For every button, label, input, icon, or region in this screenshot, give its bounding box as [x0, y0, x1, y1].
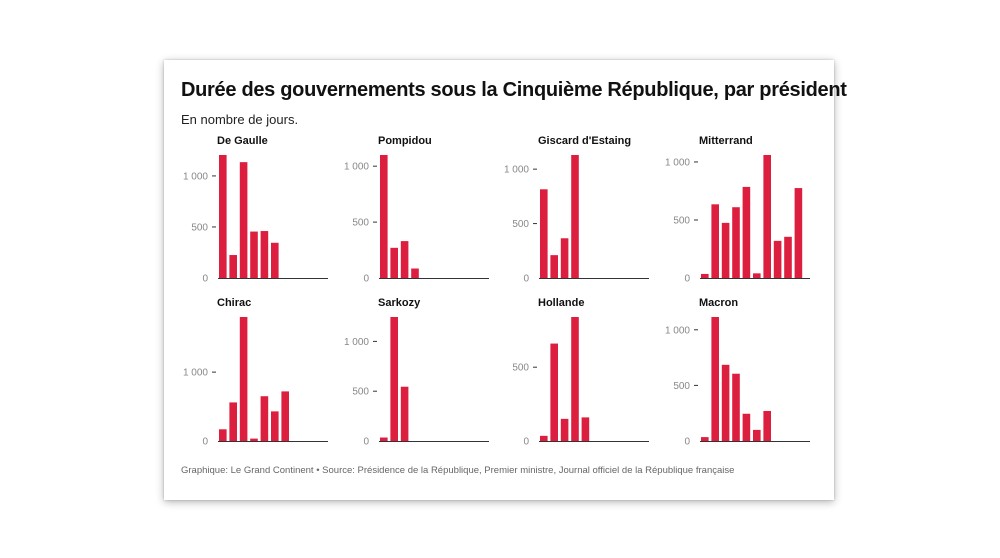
y-tick-label: 0	[523, 437, 529, 448]
panel-title: Chirac	[217, 297, 251, 309]
bar	[721, 364, 730, 441]
bar	[411, 268, 419, 278]
panel-giscard-d-estaing: Giscard d'Estaing 0 500 1 000	[504, 135, 649, 285]
y-tick-label: 0	[684, 437, 690, 448]
bar	[281, 391, 289, 441]
bar	[271, 411, 279, 441]
y-tick-label: 500	[191, 222, 208, 233]
panel-title: De Gaulle	[217, 135, 268, 147]
bar	[763, 155, 771, 278]
panel-de-gaulle: De Gaulle 0 500 1 000	[183, 135, 328, 285]
bar	[794, 188, 803, 278]
bar	[701, 437, 709, 441]
y-tick-label: 0	[363, 274, 369, 285]
y-tick-label: 0	[684, 274, 690, 285]
y-tick-label: 500	[673, 381, 690, 392]
bar	[390, 317, 398, 441]
panel-pompidou: Pompidou 0 500 1 000	[344, 135, 489, 285]
bar	[742, 186, 751, 278]
bar	[229, 255, 237, 278]
y-tick-label: 1 000	[183, 171, 208, 182]
bar	[701, 273, 709, 278]
panel-title: Pompidou	[378, 135, 432, 147]
bar	[753, 273, 761, 278]
panel-title: Sarkozy	[378, 297, 421, 309]
bar	[571, 317, 579, 441]
bar	[260, 231, 269, 278]
bar	[581, 417, 590, 441]
bar	[250, 438, 258, 441]
bar	[260, 396, 269, 441]
y-tick-label: 500	[352, 218, 369, 229]
bar	[773, 240, 782, 278]
bar	[239, 317, 248, 441]
bar	[711, 317, 719, 441]
panel-hollande: Hollande 0 500	[512, 297, 649, 448]
bar	[219, 155, 227, 278]
y-tick-label: 1 000	[344, 162, 369, 173]
bar	[711, 204, 719, 278]
bar	[239, 162, 248, 278]
bar	[560, 238, 569, 278]
bar	[271, 242, 279, 278]
panel-title: Macron	[699, 297, 738, 309]
y-tick-label: 1 000	[183, 368, 208, 379]
bar	[540, 189, 548, 278]
bar	[400, 386, 409, 441]
chart-card: Durée des gouvernements sous la Cinquièm…	[164, 60, 847, 500]
y-tick-label: 1 000	[665, 325, 690, 336]
y-tick-label: 0	[523, 274, 529, 285]
chart-title: Durée des gouvernements sous la Cinquièm…	[181, 79, 847, 101]
bar	[550, 255, 558, 278]
y-tick-label: 1 000	[344, 337, 369, 348]
bar	[753, 429, 761, 441]
y-tick-label: 1 000	[665, 157, 690, 168]
bar	[571, 155, 579, 278]
bar	[540, 435, 548, 441]
bar	[390, 247, 398, 278]
y-tick-label: 0	[363, 437, 369, 448]
bar	[380, 437, 388, 441]
chart-source-footer: Graphique: Le Grand Continent • Source: …	[181, 465, 735, 476]
y-tick-label: 1 000	[504, 165, 529, 176]
chart-subtitle: En nombre de jours.	[181, 112, 299, 127]
panel-title: Giscard d'Estaing	[538, 135, 631, 147]
panel-title: Mitterrand	[699, 135, 753, 147]
panel-chirac: Chirac 0 1 000	[183, 297, 328, 448]
bar	[763, 410, 771, 441]
y-tick-label: 500	[512, 363, 529, 374]
bar	[229, 402, 237, 441]
panel-sarkozy: Sarkozy 0 500 1 000	[344, 297, 489, 448]
bar	[732, 207, 740, 278]
panel-macron: Macron 0 500 1 000	[665, 297, 810, 448]
bar	[784, 236, 792, 278]
bar	[400, 241, 409, 278]
y-tick-label: 500	[512, 219, 529, 230]
bar	[380, 155, 388, 278]
y-tick-label: 0	[202, 274, 208, 285]
y-tick-label: 500	[673, 215, 690, 226]
y-tick-label: 0	[202, 437, 208, 448]
panel-title: Hollande	[538, 297, 584, 309]
y-tick-label: 500	[352, 387, 369, 398]
bar	[250, 231, 258, 278]
bar	[550, 343, 558, 441]
bar	[742, 413, 751, 441]
bar	[560, 418, 569, 441]
bar	[721, 222, 730, 278]
bar	[219, 429, 227, 441]
panel-mitterrand: Mitterrand 0 500 1 000	[665, 135, 810, 285]
bar	[732, 373, 740, 441]
